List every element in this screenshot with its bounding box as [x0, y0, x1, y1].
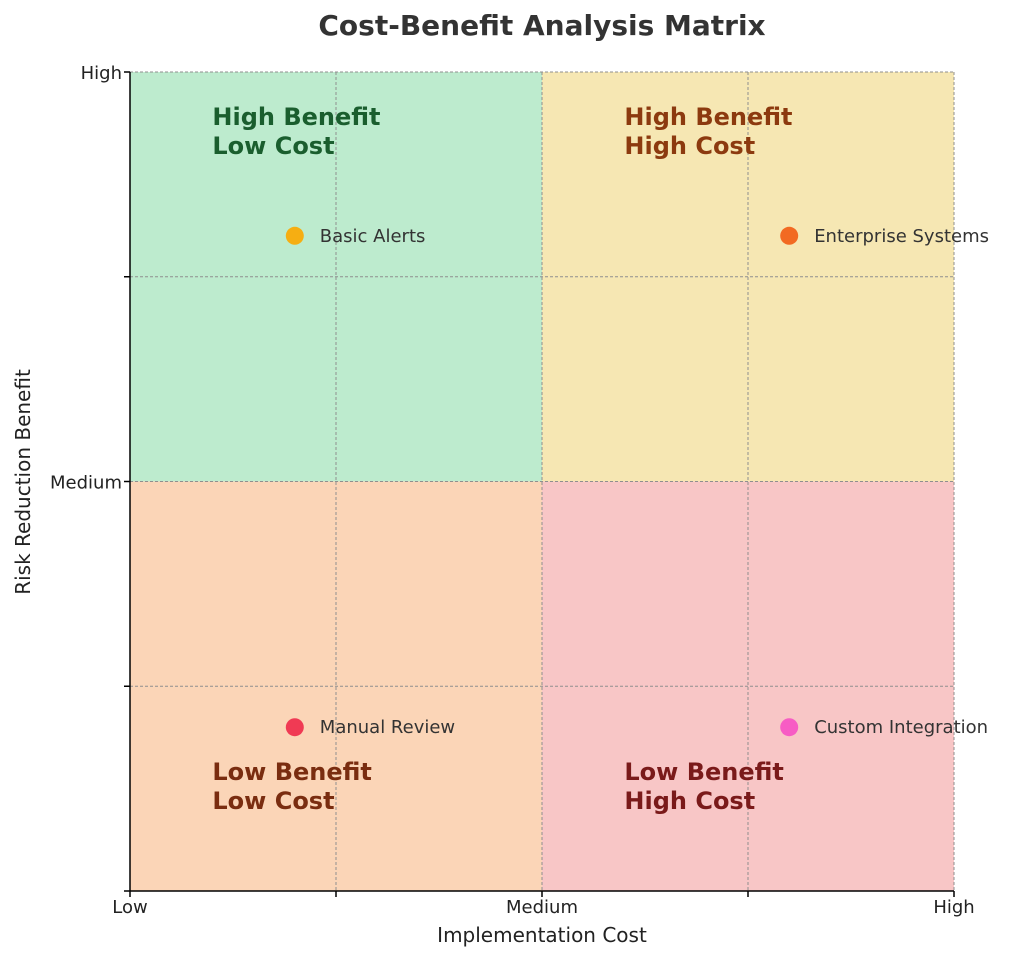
- point-layer: Basic Alerts Enterprise Systems Manual Rev…: [285, 226, 989, 738]
- quadrant-label-line: High Cost: [624, 132, 755, 160]
- y-axis-label: Risk Reduction Benefit: [11, 369, 35, 595]
- point-label-manual-review: Manual Review: [320, 717, 455, 738]
- quadrant-label-low-benefit-high-cost: Low Benefit High Cost: [624, 758, 784, 815]
- quadrant-label-line: Low Cost: [212, 787, 334, 815]
- x-axis-label: Implementation Cost: [437, 923, 647, 947]
- x-tick-label-low: Low: [112, 897, 147, 918]
- y-tick-label-high: High: [81, 63, 122, 84]
- point-enterprise-systems: [780, 226, 799, 245]
- quadrant-label-line: High Cost: [624, 787, 755, 815]
- quadrant-label-line: High Benefit: [624, 103, 792, 131]
- quadrant-label-line: High Benefit: [212, 103, 380, 131]
- point-manual-review: [285, 718, 304, 737]
- quadrant-label-line: Low Cost: [212, 132, 334, 160]
- quadrant-label-low-benefit-low-cost: Low Benefit Low Cost: [212, 758, 372, 815]
- point-label-custom-integration: Custom Integration: [814, 717, 988, 738]
- point-basic-alerts: [285, 226, 304, 245]
- axes-layer: Low Medium High Medium High: [50, 63, 975, 918]
- x-tick-label-high: High: [933, 897, 974, 918]
- x-tick-label-medium: Medium: [506, 897, 578, 918]
- y-tick-label-medium: Medium: [50, 473, 122, 494]
- point-label-basic-alerts: Basic Alerts: [320, 226, 426, 247]
- quadrant-label-high-benefit-low-cost: High Benefit Low Cost: [212, 103, 380, 160]
- quadrant-label-high-benefit-high-cost: High Benefit High Cost: [624, 103, 792, 160]
- point-custom-integration: [780, 718, 799, 737]
- point-label-enterprise-systems: Enterprise Systems: [814, 226, 989, 247]
- quadrant-label-line: Low Benefit: [212, 758, 372, 786]
- chart-title: Cost-Benefit Analysis Matrix: [318, 9, 765, 42]
- quadrant-label-line: Low Benefit: [624, 758, 784, 786]
